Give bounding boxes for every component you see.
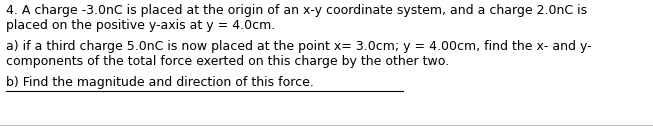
Text: components of the total force exerted on this charge by the other two.: components of the total force exerted on… (6, 55, 449, 68)
Text: b) Find the magnitude and direction of this force.: b) Find the magnitude and direction of t… (6, 76, 314, 89)
Text: 4. A charge -3.0nC is placed at the origin of an x-y coordinate system, and a ch: 4. A charge -3.0nC is placed at the orig… (6, 4, 587, 17)
Text: placed on the positive y-axis at y = 4.0cm.: placed on the positive y-axis at y = 4.0… (6, 19, 276, 32)
Text: a) if a third charge 5.0nC is now placed at the point x= 3.0cm; y = 4.00cm, find: a) if a third charge 5.0nC is now placed… (6, 40, 592, 53)
